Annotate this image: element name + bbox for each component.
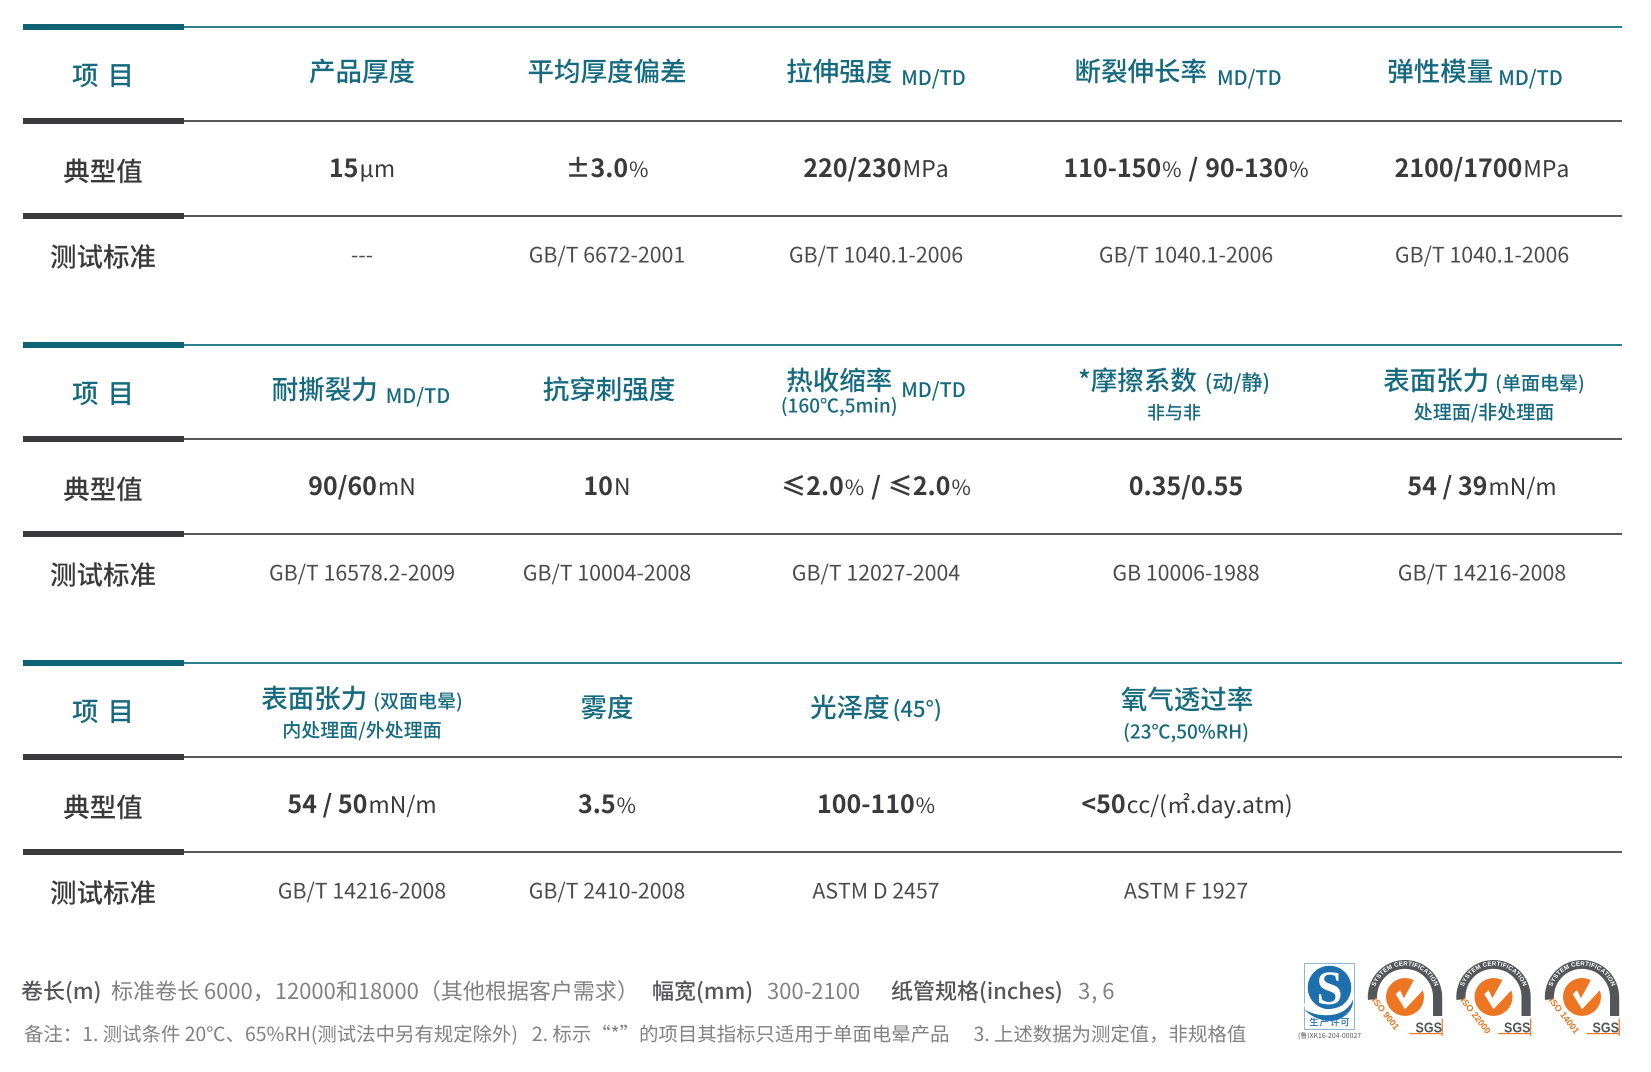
svg-text:S: S — [1317, 962, 1343, 1015]
svg-text:SGS: SGS — [1416, 1020, 1443, 1037]
svg-text:SGS: SGS — [1593, 1020, 1620, 1037]
svg-text:SGS: SGS — [1504, 1020, 1531, 1037]
